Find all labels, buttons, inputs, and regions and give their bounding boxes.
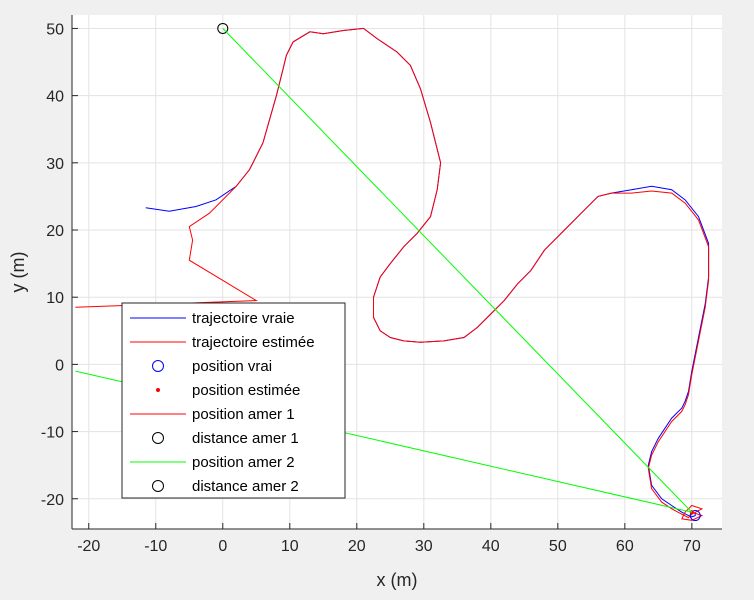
axes xyxy=(71,15,722,530)
y-axis-label: y (m) xyxy=(8,252,28,293)
grid xyxy=(72,15,722,529)
legend-label: position amer 1 xyxy=(192,406,295,423)
legend-label: position vrai xyxy=(192,358,272,375)
y-tick-label: -10 xyxy=(41,425,64,442)
legend-label: distance amer 1 xyxy=(192,430,299,447)
y-tick-label: 20 xyxy=(46,223,64,240)
x-tick-label: 70 xyxy=(683,538,701,555)
x-tick-label: 30 xyxy=(415,538,433,555)
legend-label: position estimée xyxy=(192,382,300,399)
distance-amer-1-marker xyxy=(217,22,229,34)
legend-swatch-circle xyxy=(152,432,164,444)
x-tick-label: -20 xyxy=(77,538,100,555)
legend-label: trajectoire vraie xyxy=(192,310,295,327)
legend-swatch-dot xyxy=(156,388,160,392)
legend-label: position amer 2 xyxy=(192,454,295,471)
y-tick-label: 50 xyxy=(46,21,64,38)
series-group xyxy=(75,22,710,522)
legend-box xyxy=(121,302,346,499)
y-tick-label: 30 xyxy=(46,156,64,173)
series xyxy=(75,22,710,522)
position-amer-2-line xyxy=(222,28,693,513)
x-tick-label: -10 xyxy=(144,538,167,555)
y-tick-label: -20 xyxy=(41,492,64,509)
y-tick-label: 40 xyxy=(46,89,64,106)
legend-label: trajectoire estimée xyxy=(192,334,315,351)
ticks: -20 -10 0 10 20 30 40 50 60 70 -20 -10 0 10 20 30 40 50 xyxy=(41,21,701,555)
position-vrai-marker xyxy=(689,510,701,522)
x-tick-label: 10 xyxy=(281,538,299,555)
x-tick-label: 50 xyxy=(549,538,567,555)
x-tick-label: 40 xyxy=(482,538,500,555)
x-axis-label: x (m) xyxy=(377,570,418,590)
legend-swatch-circle xyxy=(152,480,164,492)
x-tick-label: 0 xyxy=(218,538,227,555)
legend-label: distance amer 2 xyxy=(192,478,299,495)
y-tick-label: 10 xyxy=(46,290,64,307)
trajectoire-estim-e-line xyxy=(75,27,710,521)
x-tick-label: 20 xyxy=(348,538,366,555)
legend: trajectoire vraie trajectoire estimée posi… xyxy=(121,302,346,499)
y-tick-label: 0 xyxy=(55,357,64,374)
x-tick-label: 60 xyxy=(616,538,634,555)
legend-swatch-circle xyxy=(152,360,164,372)
